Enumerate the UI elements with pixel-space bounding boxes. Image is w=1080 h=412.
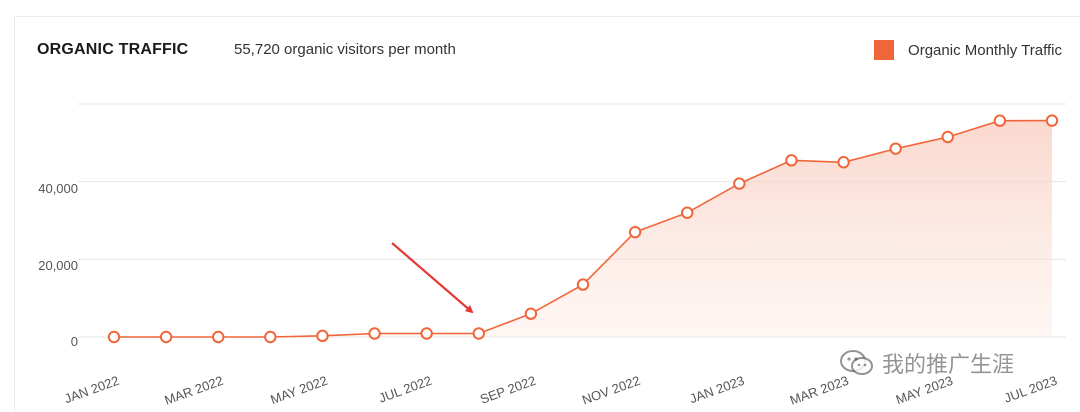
x-tick-label: MAY 2023 bbox=[894, 373, 955, 407]
y-tick-label: 0 bbox=[71, 334, 78, 349]
traffic-area bbox=[114, 120, 1052, 337]
data-point[interactable] bbox=[1045, 114, 1059, 127]
data-point[interactable] bbox=[733, 177, 746, 190]
data-point[interactable] bbox=[368, 327, 381, 340]
x-tick-label: JUL 2022 bbox=[377, 373, 434, 406]
data-point[interactable] bbox=[107, 330, 121, 344]
x-axis: JAN 2022 MAR 2022 MAY 2022 JUL 2022 SEP 2022… bbox=[62, 373, 1059, 408]
y-axis: 0 20,000 40,000 bbox=[38, 181, 78, 349]
data-point[interactable] bbox=[785, 154, 798, 167]
data-point[interactable] bbox=[576, 278, 590, 291]
y-tick-label: 20,000 bbox=[38, 258, 78, 273]
x-tick-label: JAN 2023 bbox=[688, 373, 747, 407]
x-tick-label: NOV 2022 bbox=[580, 373, 642, 408]
data-point[interactable] bbox=[264, 330, 277, 344]
legend-swatch bbox=[874, 40, 895, 60]
x-tick-label: JUL 2023 bbox=[1002, 373, 1059, 406]
x-tick-label: SEP 2022 bbox=[478, 373, 538, 407]
x-tick-label: MAY 2022 bbox=[268, 373, 329, 407]
data-point[interactable] bbox=[159, 330, 173, 344]
data-point[interactable] bbox=[681, 206, 694, 219]
y-tick-label: 40,000 bbox=[38, 181, 78, 196]
data-points bbox=[107, 114, 1059, 344]
chart-title: ORGANIC TRAFFIC bbox=[37, 41, 189, 58]
data-point[interactable] bbox=[420, 327, 433, 340]
chart-card bbox=[14, 16, 1080, 412]
x-tick-label: MAR 2022 bbox=[162, 373, 225, 408]
annotation-arrow bbox=[391, 242, 474, 314]
data-point[interactable] bbox=[524, 307, 538, 320]
data-point[interactable] bbox=[472, 327, 485, 340]
legend: Organic Monthly Traffic bbox=[874, 40, 1062, 60]
chart-subtitle: 55,720 organic visitors per month bbox=[234, 41, 456, 58]
legend-label: Organic Monthly Traffic bbox=[908, 41, 1062, 59]
data-point[interactable] bbox=[316, 329, 329, 343]
x-tick-label: JAN 2022 bbox=[62, 373, 121, 407]
x-tick-label: MAR 2023 bbox=[788, 373, 851, 408]
data-point[interactable] bbox=[993, 114, 1007, 127]
data-point[interactable] bbox=[212, 330, 225, 344]
data-point[interactable] bbox=[941, 130, 954, 144]
data-point[interactable] bbox=[628, 225, 642, 239]
data-point[interactable] bbox=[889, 142, 902, 155]
data-point[interactable] bbox=[837, 156, 850, 169]
